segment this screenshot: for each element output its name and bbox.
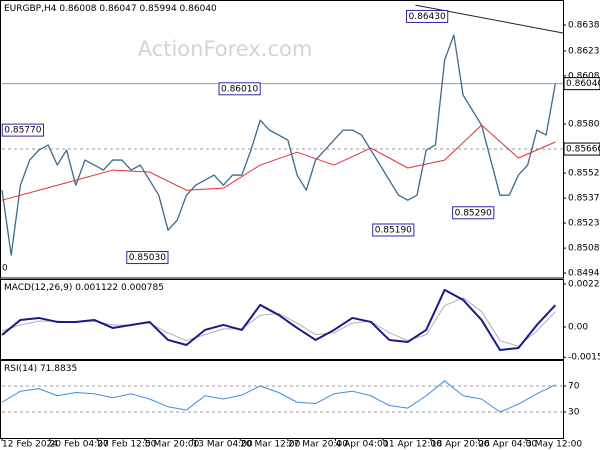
y-tick-label: 0.86085 xyxy=(568,71,600,81)
y-tick-label: 70 xyxy=(568,382,580,392)
x-tick-label: 4 Apr 04:00 xyxy=(336,440,389,450)
x-tick-label: 18 Apr 20:00 xyxy=(431,440,490,450)
x-tick-label: 27 Feb 12:00 xyxy=(97,440,156,450)
panel-border xyxy=(0,360,564,439)
annotation-label: 0.86010 xyxy=(221,84,258,94)
x-tick-label: 11 Apr 12:00 xyxy=(383,440,442,450)
x-tick-label: 13 Mar 04:00 xyxy=(193,440,253,450)
annotation-label: 0.85770 xyxy=(4,126,41,136)
annotation-box xyxy=(452,206,495,220)
series-line xyxy=(1,34,556,256)
annotation-label: 0.85190 xyxy=(375,225,412,235)
annotation-box xyxy=(372,223,415,237)
price-box-label: 0.85660 xyxy=(566,145,600,155)
x-tick-label: 5 Mar 20:00 xyxy=(145,440,200,450)
annotation-box xyxy=(218,82,261,96)
series-line xyxy=(1,288,557,351)
x-tick-label: 27 Mar 20:00 xyxy=(288,440,348,450)
y-tick-label: 0.85805 xyxy=(568,120,600,130)
x-tick-label: 3 May 12:00 xyxy=(526,440,582,450)
x-tick-label: 26 Apr 04:00 xyxy=(478,440,537,450)
trend-line xyxy=(415,4,564,34)
y-tick-label: 0.85085 xyxy=(568,244,600,254)
x-tick-label: 20 Feb 04:00 xyxy=(50,440,109,450)
y-tick-label: 0.00 xyxy=(568,322,588,332)
panel-border xyxy=(0,0,564,279)
y-tick-label: 0.85375 xyxy=(568,194,600,204)
y-tick-label: 0.002216 xyxy=(568,279,600,289)
panel-title: MACD(12,26,9) 0.001122 0.000785 xyxy=(4,283,164,293)
annotation-label: 0.85030 xyxy=(129,253,166,263)
series-line xyxy=(1,124,556,201)
annotation-box xyxy=(406,9,449,23)
annotation-box xyxy=(126,251,169,265)
x-tick-label: 20 Mar 12:00 xyxy=(240,440,300,450)
annotation-label: 0.86430 xyxy=(409,12,446,22)
panel-title: RSI(14) 71.8835 xyxy=(4,364,77,374)
annotation-box xyxy=(1,123,44,137)
series-line xyxy=(1,297,556,347)
price-box-label: 0.86040 xyxy=(566,79,600,89)
series-line xyxy=(1,380,556,413)
watermark: ActionForex.com xyxy=(138,37,313,61)
price-box xyxy=(563,77,600,91)
panel-title: EURGBP,H4 0.86008 0.86047 0.85994 0.8604… xyxy=(4,4,217,14)
x-tick-label: 12 Feb 2024 xyxy=(2,440,58,450)
price-box xyxy=(563,142,600,156)
y-tick-label: 30 xyxy=(568,408,580,418)
edge-label: 0 xyxy=(2,264,8,274)
y-tick-label: -0.001556 xyxy=(568,353,600,363)
panel-border xyxy=(0,279,564,360)
annotation-label: 0.85290 xyxy=(455,208,492,218)
